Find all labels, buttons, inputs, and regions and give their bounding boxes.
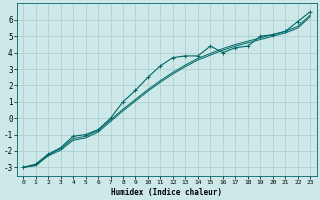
X-axis label: Humidex (Indice chaleur): Humidex (Indice chaleur)	[111, 188, 222, 197]
